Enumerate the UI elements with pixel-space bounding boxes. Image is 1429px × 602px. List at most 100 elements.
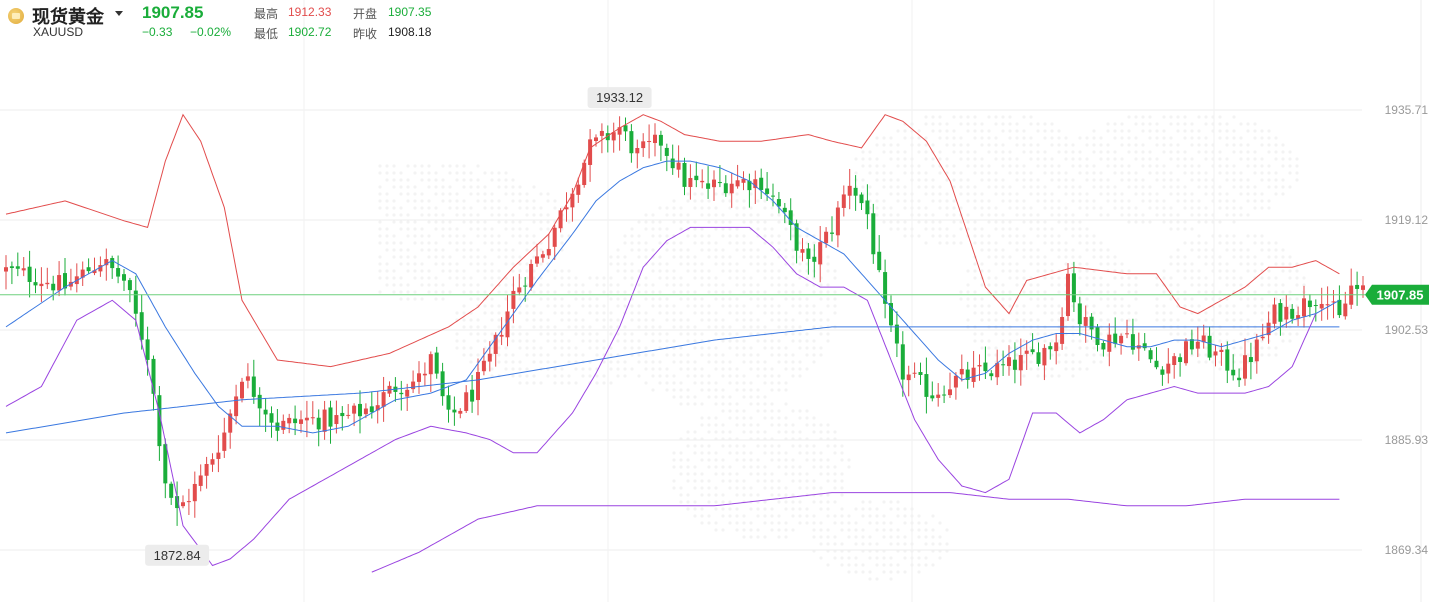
instrument-name[interactable]: 现货黄金: [32, 7, 104, 27]
map-dot: [749, 213, 753, 217]
map-dot: [1001, 290, 1005, 294]
map-dot: [532, 360, 536, 364]
map-dot: [868, 500, 872, 504]
map-dot: [707, 395, 711, 399]
map-dot: [1239, 171, 1243, 175]
map-dot: [798, 472, 802, 476]
map-dot: [1281, 143, 1285, 147]
candle-body: [222, 432, 227, 451]
map-dot: [707, 465, 711, 469]
map-dot: [882, 500, 886, 504]
map-dot: [931, 563, 935, 567]
map-dot: [1015, 339, 1019, 343]
candle-body: [800, 249, 805, 253]
map-dot: [1113, 255, 1117, 259]
map-dot: [952, 178, 956, 182]
map-dot: [686, 290, 690, 294]
map-dot: [427, 199, 431, 203]
map-dot: [434, 192, 438, 196]
map-dot: [987, 311, 991, 315]
map-dot: [896, 542, 900, 546]
map-dot: [1176, 164, 1180, 168]
map-dot: [420, 178, 424, 182]
map-dot: [1183, 311, 1187, 315]
map-dot: [497, 185, 501, 189]
map-dot: [728, 255, 732, 259]
map-dot: [938, 241, 942, 245]
map-dot: [651, 367, 655, 371]
candle-body: [1189, 339, 1194, 350]
map-dot: [945, 213, 949, 217]
gold-coin-icon: [8, 8, 24, 24]
map-dot: [791, 500, 795, 504]
map-dot: [1239, 136, 1243, 140]
map-dot: [532, 241, 536, 245]
candle-body: [1166, 363, 1171, 374]
map-dot: [714, 528, 718, 532]
map-dot: [1043, 206, 1047, 210]
map-dot: [1267, 199, 1271, 203]
map-dot: [686, 458, 690, 462]
map-dot: [784, 430, 788, 434]
map-dot: [1204, 297, 1208, 301]
map-dot: [1029, 227, 1033, 231]
map-dot: [819, 528, 823, 532]
map-dot: [714, 241, 718, 245]
candle-body: [576, 184, 581, 195]
map-dot: [420, 234, 424, 238]
map-dot: [1099, 213, 1103, 217]
map-dot: [945, 206, 949, 210]
map-dot: [707, 255, 711, 259]
map-dot: [973, 332, 977, 336]
candle-body: [1254, 339, 1259, 362]
map-dot: [1092, 164, 1096, 168]
map-dot: [798, 409, 802, 413]
map-dot: [1078, 290, 1082, 294]
map-dot: [931, 213, 935, 217]
map-dot: [1113, 276, 1117, 280]
map-dot: [1071, 255, 1075, 259]
map-dot: [798, 276, 802, 280]
candle-body: [487, 353, 492, 362]
map-dot: [455, 311, 459, 315]
map-dot: [994, 276, 998, 280]
map-dot: [1218, 136, 1222, 140]
map-dot: [504, 262, 508, 266]
map-dot: [441, 178, 445, 182]
map-dot: [490, 318, 494, 322]
map-dot: [1232, 199, 1236, 203]
map-dot: [546, 325, 550, 329]
map-dot: [497, 311, 501, 315]
map-dot: [749, 290, 753, 294]
chevron-down-icon[interactable]: [115, 11, 123, 16]
map-dot: [616, 318, 620, 322]
map-dot: [532, 318, 536, 322]
map-dot: [707, 234, 711, 238]
map-dot: [693, 451, 697, 455]
map-dot: [1029, 122, 1033, 126]
map-dot: [784, 318, 788, 322]
map-dot: [1155, 199, 1159, 203]
map-dot: [1064, 318, 1068, 322]
map-dot: [1183, 122, 1187, 126]
map-dot: [441, 255, 445, 259]
map-dot: [672, 304, 676, 308]
map-dot: [1113, 297, 1117, 301]
map-dot: [840, 514, 844, 518]
map-dot: [378, 276, 382, 280]
map-dot: [749, 423, 753, 427]
map-dot: [1204, 157, 1208, 161]
map-dot: [714, 220, 718, 224]
map-dot: [651, 213, 655, 217]
map-dot: [749, 325, 753, 329]
candle-body: [234, 396, 239, 417]
map-dot: [756, 248, 760, 252]
map-dot: [1120, 318, 1124, 322]
map-dot: [763, 500, 767, 504]
map-dot: [1239, 213, 1243, 217]
map-dot: [833, 479, 837, 483]
map-dot: [1120, 262, 1124, 266]
map-dot: [1239, 297, 1243, 301]
map-dot: [819, 472, 823, 476]
